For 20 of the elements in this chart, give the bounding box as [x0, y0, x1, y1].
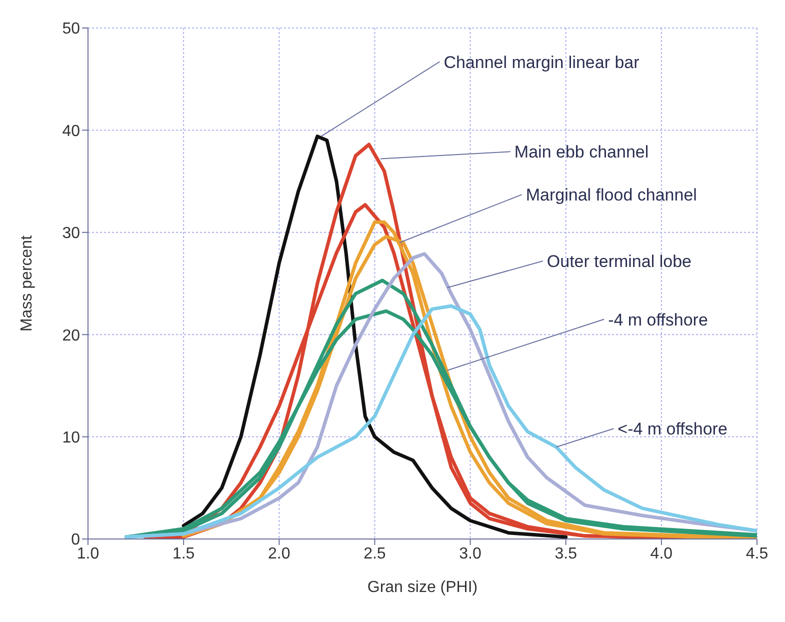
annotation: Outer terminal lobe [546, 252, 692, 272]
annotation: <-4 m offshore [618, 420, 728, 439]
x-tick-label: 2.5 [364, 545, 386, 562]
y-tick-label: 50 [62, 20, 80, 38]
y-axis-title: Mass percent [18, 234, 36, 332]
x-tick-label: 4.0 [650, 545, 673, 562]
x-tick-label: 4.5 [746, 545, 768, 562]
y-tick-label: 40 [62, 122, 80, 140]
annotation: -4 m offshore [608, 310, 708, 330]
y-tick-label: 10 [62, 429, 80, 446]
x-axis-title: Gran size (PHI) [367, 579, 478, 596]
y-tick-label: 30 [62, 225, 80, 242]
annotation: Main ebb channel [514, 142, 649, 162]
x-tick-label: 1.5 [172, 545, 195, 562]
x-tick-label: 3.0 [459, 545, 482, 562]
y-tick-label: 20 [62, 327, 80, 344]
x-tick-label: 3.5 [554, 545, 578, 562]
annotation: Channel margin linear bar [444, 52, 640, 72]
annotation: Marginal flood channel [526, 186, 697, 205]
x-tick-label: 2.0 [268, 545, 290, 562]
